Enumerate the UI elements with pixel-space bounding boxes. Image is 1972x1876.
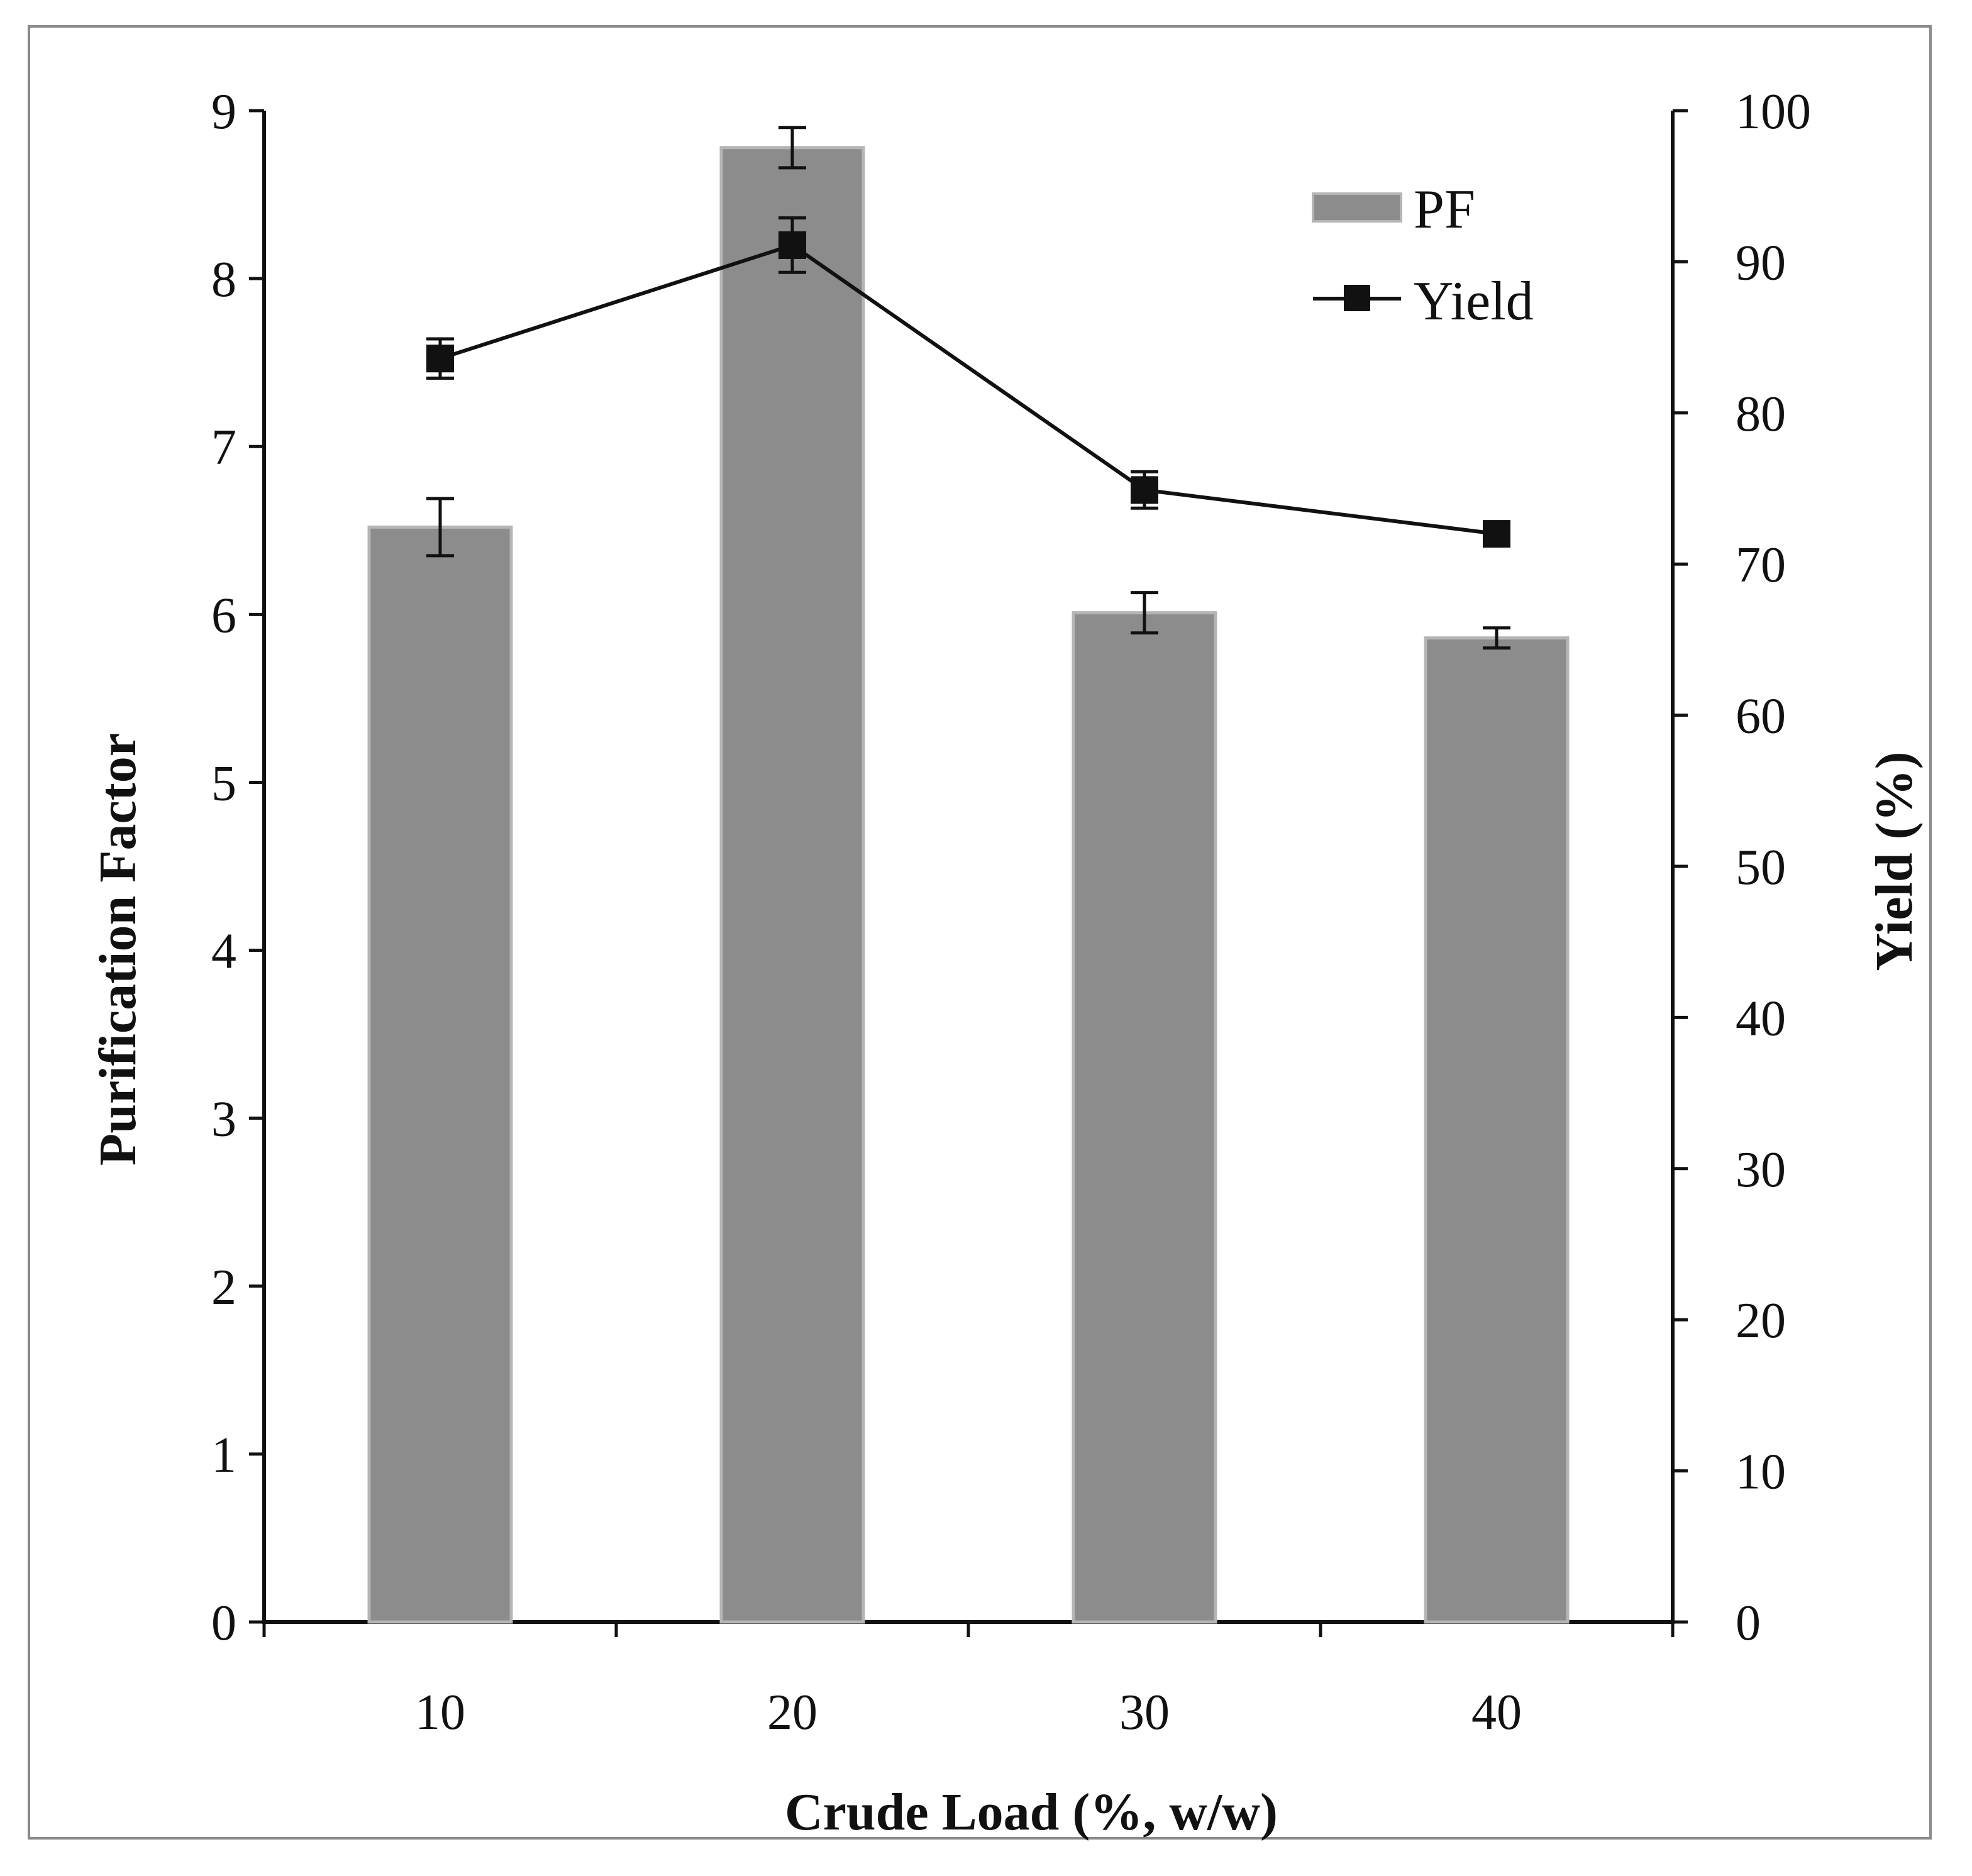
legend-pf-label: PF — [1414, 179, 1475, 240]
yield-series-line — [440, 243, 1497, 536]
legend-yield-label: Yield — [1414, 271, 1534, 332]
y2-axis-title: Yield (%) — [1865, 751, 1924, 971]
pf-bar — [1072, 611, 1217, 1624]
left-axis-ticks: 0 1 2 3 4 5 6 7 8 9 — [211, 84, 264, 1651]
right-tick-label: 80 — [1736, 387, 1786, 442]
left-tick-label: 0 — [211, 1596, 236, 1651]
right-axis-ticks: 0 10 20 30 40 50 60 70 80 90 100 — [1673, 84, 1811, 1651]
x-tick-label: 30 — [1119, 1685, 1170, 1740]
left-tick-label: 4 — [211, 924, 236, 979]
left-tick-label: 6 — [211, 588, 236, 643]
left-tick-label: 8 — [211, 252, 236, 307]
right-tick-label: 0 — [1736, 1596, 1761, 1651]
pf-bar — [719, 146, 865, 1624]
x-axis-title: Crude Load (%, w/w) — [785, 1783, 1278, 1841]
pf-bar — [1424, 636, 1570, 1624]
pf-bar — [367, 525, 513, 1624]
left-tick-label: 9 — [211, 84, 236, 140]
right-tick-label: 70 — [1736, 538, 1786, 593]
right-tick-label: 20 — [1736, 1293, 1786, 1349]
pf-bars — [367, 146, 1570, 1624]
right-tick-label: 30 — [1736, 1142, 1786, 1198]
left-tick-label: 3 — [211, 1092, 236, 1147]
yield-point — [778, 231, 806, 259]
right-tick-label: 100 — [1736, 84, 1811, 140]
right-tick-label: 50 — [1736, 840, 1786, 895]
right-tick-label: 90 — [1736, 235, 1786, 290]
left-tick-label: 1 — [211, 1428, 236, 1483]
left-tick-label: 7 — [211, 420, 236, 475]
right-tick-label: 60 — [1736, 689, 1786, 744]
x-tick-label: 40 — [1471, 1685, 1522, 1740]
yield-line — [426, 216, 1510, 548]
legend: PF Yield — [1312, 179, 1534, 332]
x-tick-label: 10 — [415, 1685, 465, 1740]
yield-point — [1483, 520, 1510, 548]
right-tick-label: 10 — [1736, 1445, 1786, 1500]
left-tick-label: 2 — [211, 1260, 236, 1315]
x-tick-label: 20 — [767, 1685, 817, 1740]
y-axis-title: Purification Factor — [89, 733, 147, 1166]
yield-point — [1131, 476, 1158, 504]
legend-yield-marker — [1344, 285, 1370, 311]
yield-point — [426, 345, 454, 373]
x-axis-ticks: 10 20 30 40 — [262, 1622, 1675, 1740]
left-tick-label: 5 — [211, 756, 236, 811]
legend-pf-swatch — [1312, 192, 1402, 223]
figure-frame — [28, 25, 1932, 1840]
right-tick-label: 40 — [1736, 991, 1786, 1046]
pf-error-bars — [426, 126, 1510, 650]
